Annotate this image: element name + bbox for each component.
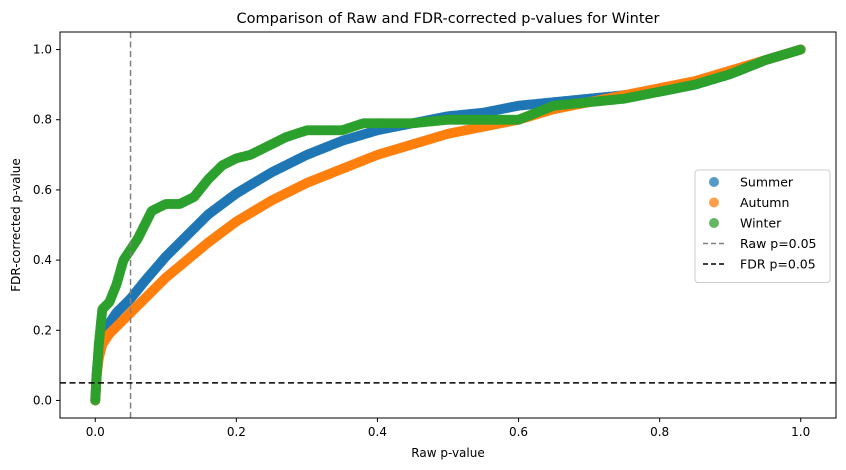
legend-marker <box>709 177 719 187</box>
x-tick-label: 1.0 <box>791 425 810 439</box>
legend-marker <box>709 218 719 228</box>
legend-box <box>694 169 831 283</box>
data-point <box>795 44 806 55</box>
chart-title: Comparison of Raw and FDR-corrected p-va… <box>237 11 660 27</box>
y-tick-label: 0.0 <box>33 393 52 407</box>
x-tick-label: 0.4 <box>368 425 387 439</box>
y-tick-label: 0.4 <box>33 253 52 267</box>
legend-item-fdr: FDR p=0.05 <box>703 257 816 272</box>
y-tick-label: 1.0 <box>33 43 52 57</box>
series-winter <box>90 44 806 406</box>
y-axis-label: FDR-corrected p-value <box>9 158 23 292</box>
plot-frame <box>59 31 837 419</box>
legend-item-autumn: Autumn <box>709 195 789 210</box>
legend: Summer Autumn Winter Raw p=0.05 FDR p=0.05 <box>694 169 831 283</box>
series-layer <box>90 44 806 406</box>
x-tick-label: 0.2 <box>227 425 246 439</box>
legend-marker <box>709 197 719 208</box>
legend-label: FDR p=0.05 <box>740 257 816 272</box>
reference-lines <box>60 32 836 418</box>
y-tick-label: 0.2 <box>33 323 52 337</box>
legend-item-raw: Raw p=0.05 <box>703 236 817 251</box>
y-tick-label: 0.6 <box>33 183 52 197</box>
x-tick-label: 0.6 <box>509 425 528 439</box>
y-axis: 0.0 0.2 0.4 0.6 0.8 1.0 <box>33 43 60 407</box>
legend-label: Winter <box>740 216 782 231</box>
y-tick-label: 0.8 <box>33 113 52 127</box>
legend-label: Autumn <box>740 195 789 210</box>
x-axis-label: Raw p-value <box>411 446 484 460</box>
x-axis: 0.0 0.2 0.4 0.6 0.8 1.0 <box>86 418 810 439</box>
legend-item-winter: Winter <box>709 216 782 231</box>
x-tick-label: 0.0 <box>86 425 105 439</box>
x-tick-label: 0.8 <box>650 425 669 439</box>
legend-label: Raw p=0.05 <box>740 236 817 251</box>
legend-item-summer: Summer <box>709 175 794 190</box>
legend-label: Summer <box>740 175 794 190</box>
